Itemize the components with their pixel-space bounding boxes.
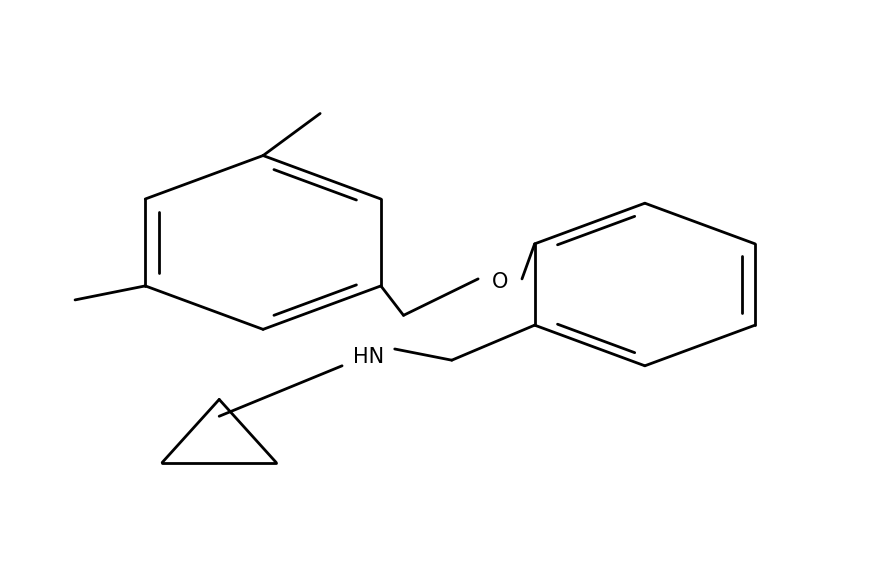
Text: O: O (492, 271, 509, 292)
Text: HN: HN (353, 348, 384, 368)
